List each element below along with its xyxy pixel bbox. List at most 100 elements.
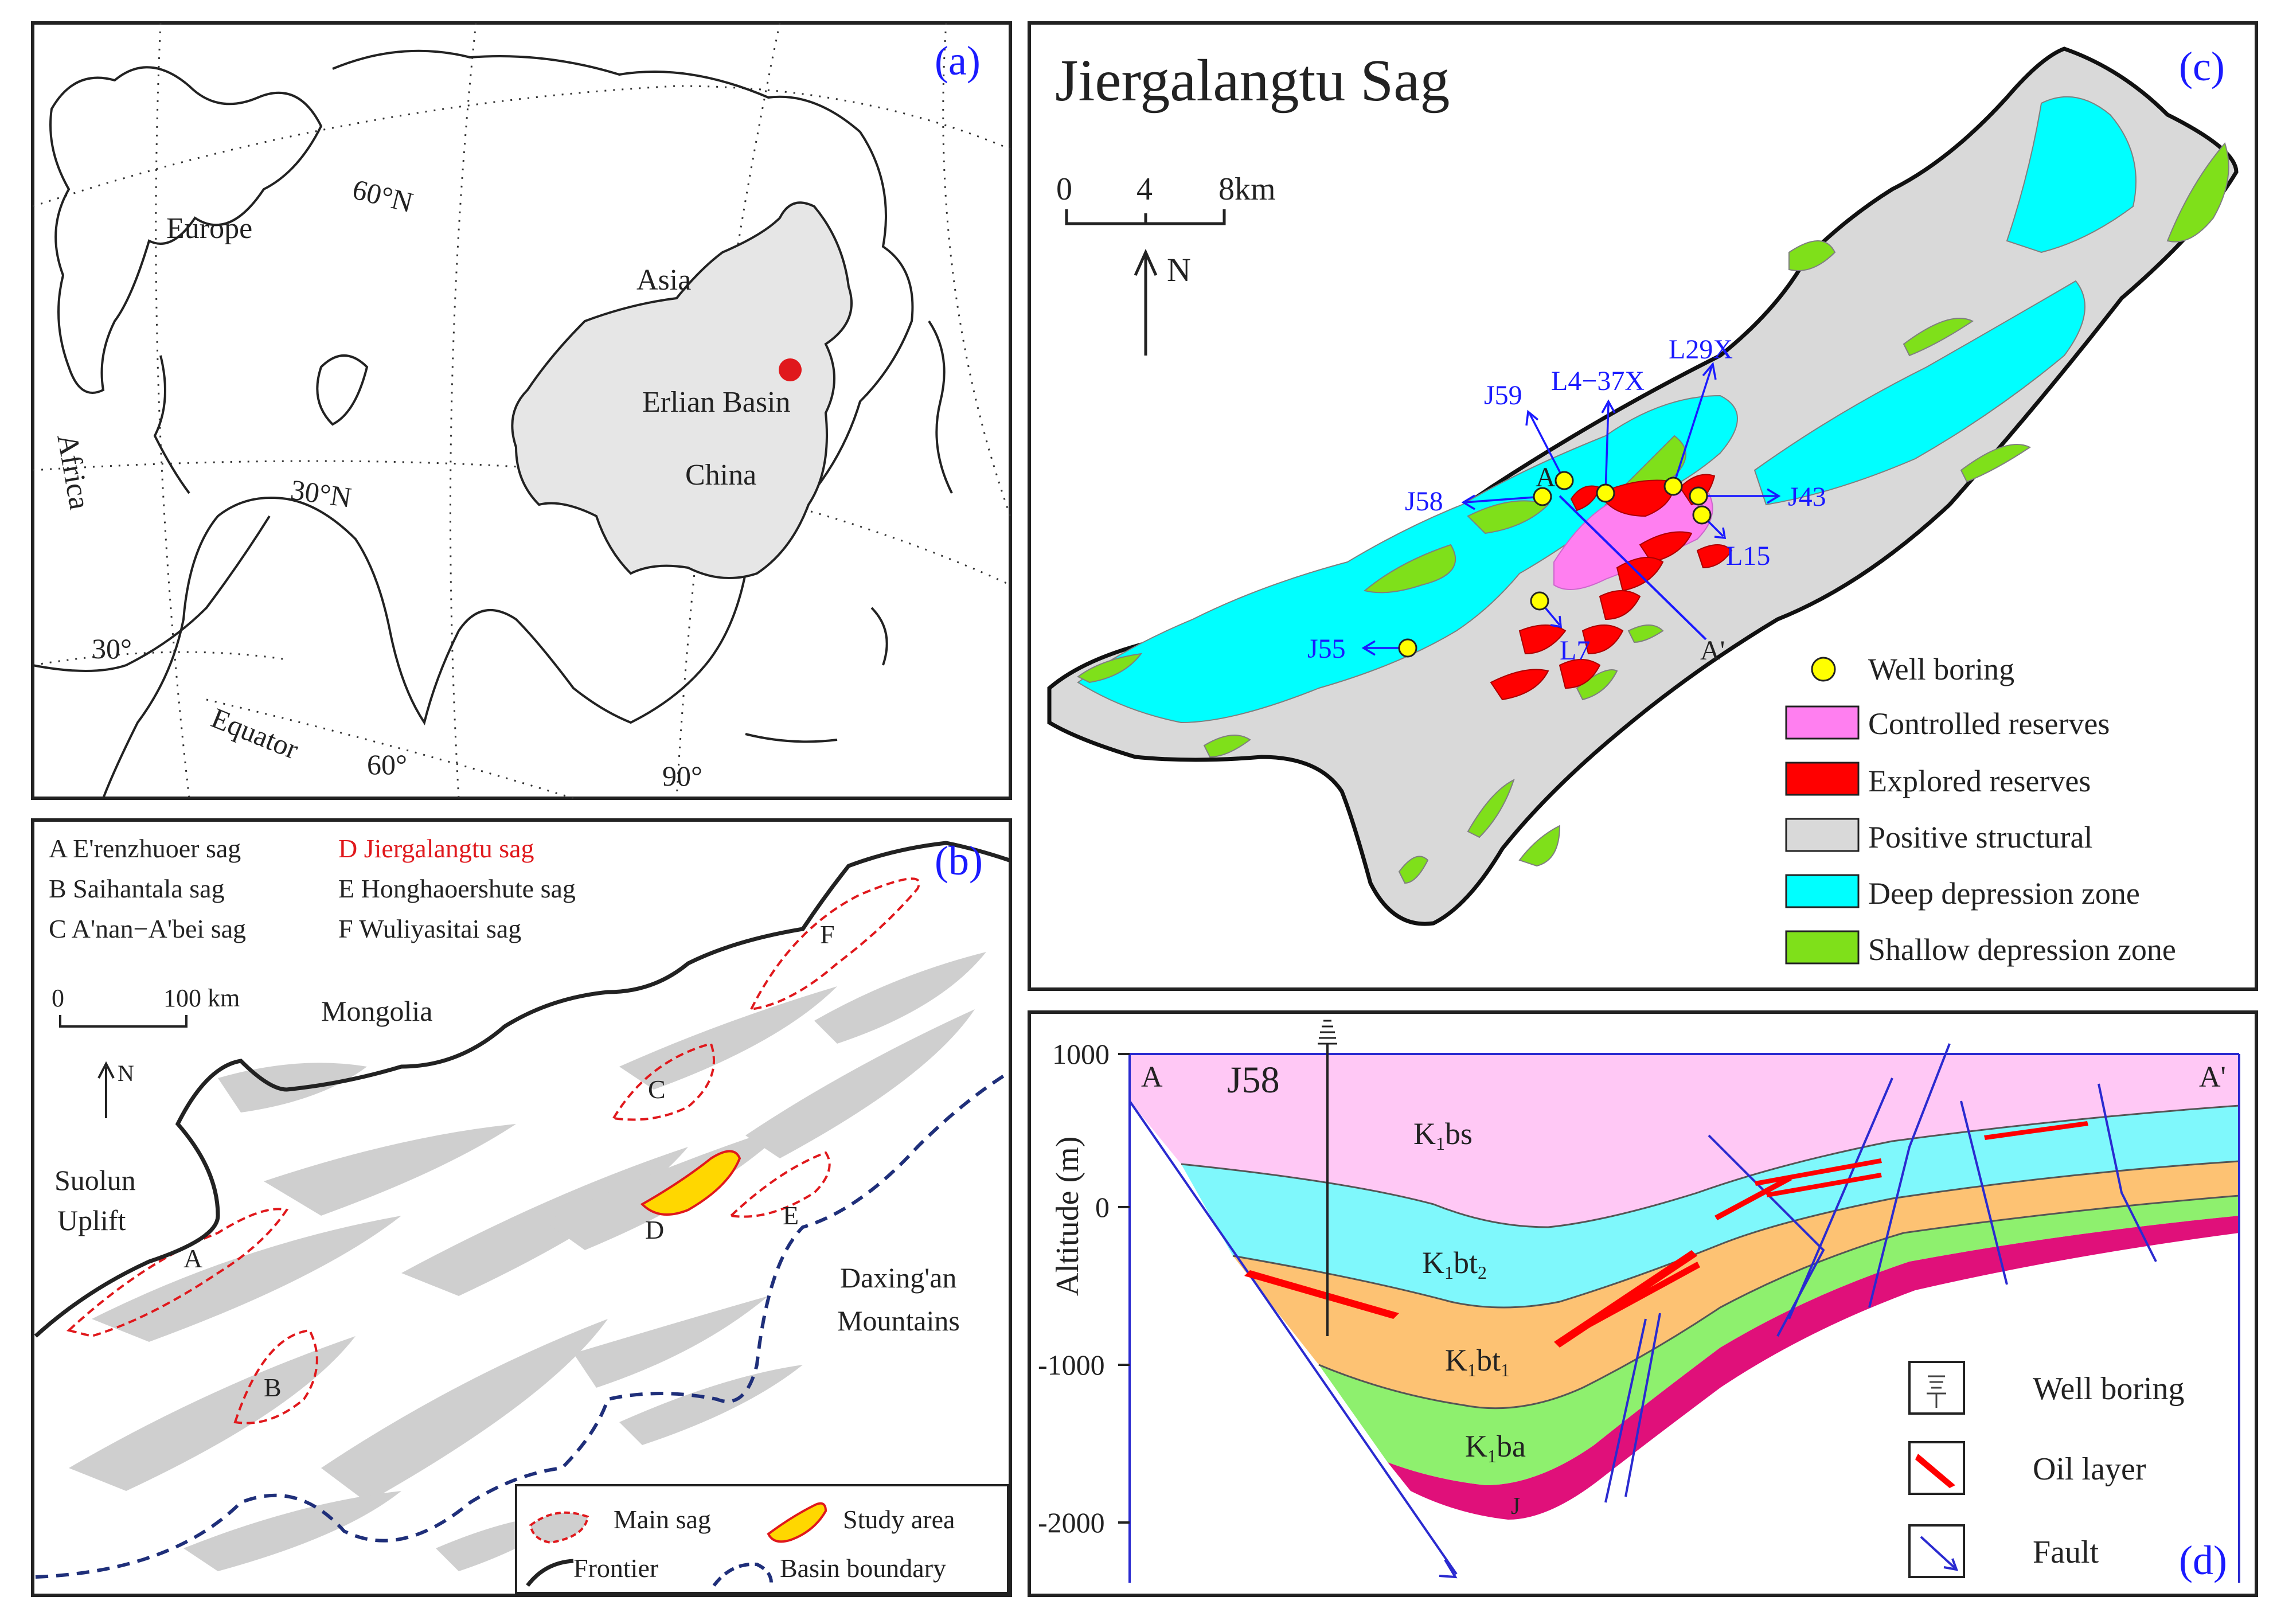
well-l29x: L29X	[1663, 334, 1733, 496]
place-erlian-basin: Erlian Basin	[642, 386, 791, 419]
panel-label-d: (d)	[2179, 1537, 2227, 1583]
svg-text:Explored reserves: Explored reserves	[1868, 764, 2091, 798]
place-daxingan: Daxing'an	[840, 1262, 956, 1294]
oil-layers	[1244, 1121, 2088, 1348]
y-tick-1000: 1000	[1052, 1038, 1110, 1070]
unit-basement-j	[1388, 1216, 2239, 1520]
panel-c-title: Jiergalangtu Sag	[1055, 48, 1450, 114]
panel-d: 1000 0 -1000 -2000 Altitude (m)	[1028, 1010, 2258, 1597]
grid-label-90e: 90°	[662, 760, 702, 792]
y-tick-neg1000: -1000	[1038, 1349, 1105, 1381]
place-uplift: Uplift	[57, 1204, 126, 1236]
svg-text:N: N	[118, 1060, 134, 1086]
y-axis-label: Altitude (m)	[1050, 1137, 1085, 1296]
well-j55: J55	[1307, 634, 1417, 664]
well-j59: J59	[1484, 380, 1574, 490]
svg-text:J59: J59	[1484, 380, 1522, 411]
basin-boundary-line	[35, 1071, 1010, 1579]
sag-letter-e: E	[783, 1201, 799, 1230]
sag-list-b: B Saihantala sag	[49, 874, 225, 903]
erlian-basin-marker	[779, 358, 802, 381]
panel-a: Europe Asia Africa Erlian Basin China 60…	[31, 21, 1012, 800]
svg-text:Oil layer: Oil layer	[2033, 1451, 2146, 1487]
sag-list-a: A E'renzhuoer sag	[49, 834, 241, 863]
well-j58-section: J58	[1227, 1020, 1337, 1336]
sag-d-study-area	[640, 1150, 741, 1216]
sag-b-outline	[233, 1329, 318, 1424]
section-end-a-prime: A'	[1700, 635, 1725, 666]
svg-text:4: 4	[1136, 171, 1153, 207]
scale-bar-b: 0 100 km	[52, 984, 240, 1028]
y-tick-neg2000: -2000	[1038, 1506, 1105, 1539]
sag-letter-c: C	[648, 1075, 666, 1104]
panel-b: A E'renzhuoer sag B Saihantala sag C A'n…	[31, 818, 1012, 1597]
place-europe: Europe	[166, 212, 252, 245]
svg-text:L29X: L29X	[1669, 334, 1733, 365]
svg-text:J43: J43	[1788, 482, 1826, 512]
svg-text:Basin boundary: Basin boundary	[780, 1553, 946, 1583]
svg-text:J55: J55	[1307, 634, 1346, 664]
svg-text:Frontier: Frontier	[573, 1553, 658, 1583]
asia-africa-coast	[102, 49, 914, 799]
svg-text:Deep depression zone: Deep depression zone	[1868, 876, 2140, 911]
svg-text:Positive structural: Positive structural	[1868, 820, 2092, 854]
svg-text:Fault: Fault	[2033, 1535, 2099, 1570]
north-arrow-b: N	[97, 1060, 134, 1118]
svg-text:100 km: 100 km	[163, 984, 240, 1012]
svg-text:N: N	[1167, 251, 1191, 288]
unit-k1bt1	[1233, 1161, 2239, 1408]
svg-text:8km: 8km	[1218, 171, 1276, 207]
frontier-line	[34, 841, 1010, 1338]
sag-letter-b: B	[264, 1373, 282, 1402]
place-asia: Asia	[636, 264, 691, 296]
svg-text:0: 0	[52, 984, 64, 1012]
legend-b: Main sag Study area Frontier Basin bound…	[515, 1484, 1009, 1594]
faults	[1128, 1043, 2157, 1579]
well-l15: L15	[1692, 505, 1770, 571]
sag-list-f: F Wuliyasitai sag	[338, 914, 521, 943]
sag-letter-a: A	[183, 1244, 202, 1273]
section-line	[1559, 495, 1707, 641]
scale-bar-c: 0 4 8km	[1056, 171, 1276, 225]
svg-text:Well boring: Well boring	[1868, 652, 2014, 686]
y-tick-0: 0	[1095, 1191, 1110, 1223]
well-j58: J58	[1405, 486, 1552, 517]
svg-text:0: 0	[1056, 171, 1072, 207]
grid-label-60e: 60°	[367, 748, 407, 780]
grid-label-30e: 30°	[92, 633, 132, 665]
svg-text:Controlled reserves: Controlled reserves	[1868, 706, 2110, 741]
panel-label-c: (c)	[2179, 44, 2225, 89]
svg-text:L4−37X: L4−37X	[1551, 366, 1645, 396]
unit-label-k1ba: K1ba	[1465, 1429, 1526, 1466]
panel-label-b: (b)	[935, 838, 983, 884]
explored-reserves	[1490, 474, 1733, 701]
sag-letter-f: F	[820, 920, 835, 949]
section-d-end-a: A	[1141, 1061, 1163, 1094]
place-china: China	[685, 459, 756, 491]
well-l4-37x: L4−37X	[1551, 366, 1645, 503]
y-axis-ticks: 1000 0 -1000 -2000	[1038, 1038, 1130, 1539]
controlled-reserves	[1553, 488, 1713, 590]
europe-coast	[49, 66, 323, 394]
legend-c-well-swatch	[1811, 657, 1836, 682]
shallow-depression-zone	[1077, 142, 2229, 884]
section-d-end-a-prime: A'	[2199, 1061, 2226, 1094]
well-l7: L7	[1530, 591, 1590, 666]
sag-a-outline	[66, 1208, 289, 1338]
section-end-a: A	[1536, 462, 1556, 493]
place-mountains: Mountains	[837, 1305, 960, 1337]
place-mongolia: Mongolia	[321, 995, 432, 1027]
sag-e-outline	[728, 1151, 831, 1218]
sag-list-d: D Jiergalangtu sag	[338, 834, 534, 863]
sag-list-e: E Honghaoershute sag	[338, 874, 576, 903]
unit-label-k1bt2: K1bt2	[1422, 1246, 1487, 1283]
svg-text:Shallow depression zone: Shallow depression zone	[1868, 932, 2176, 967]
unit-k1ba	[1319, 1196, 2239, 1485]
sag-c-outline	[611, 1042, 715, 1121]
svg-text:Well boring: Well boring	[2033, 1371, 2185, 1407]
sag-list-c: C A'nan−A'bei sag	[49, 914, 246, 943]
svg-text:Main sag: Main sag	[614, 1505, 711, 1534]
well-j43: J43	[1689, 482, 1826, 512]
svg-text:L7: L7	[1560, 635, 1590, 666]
